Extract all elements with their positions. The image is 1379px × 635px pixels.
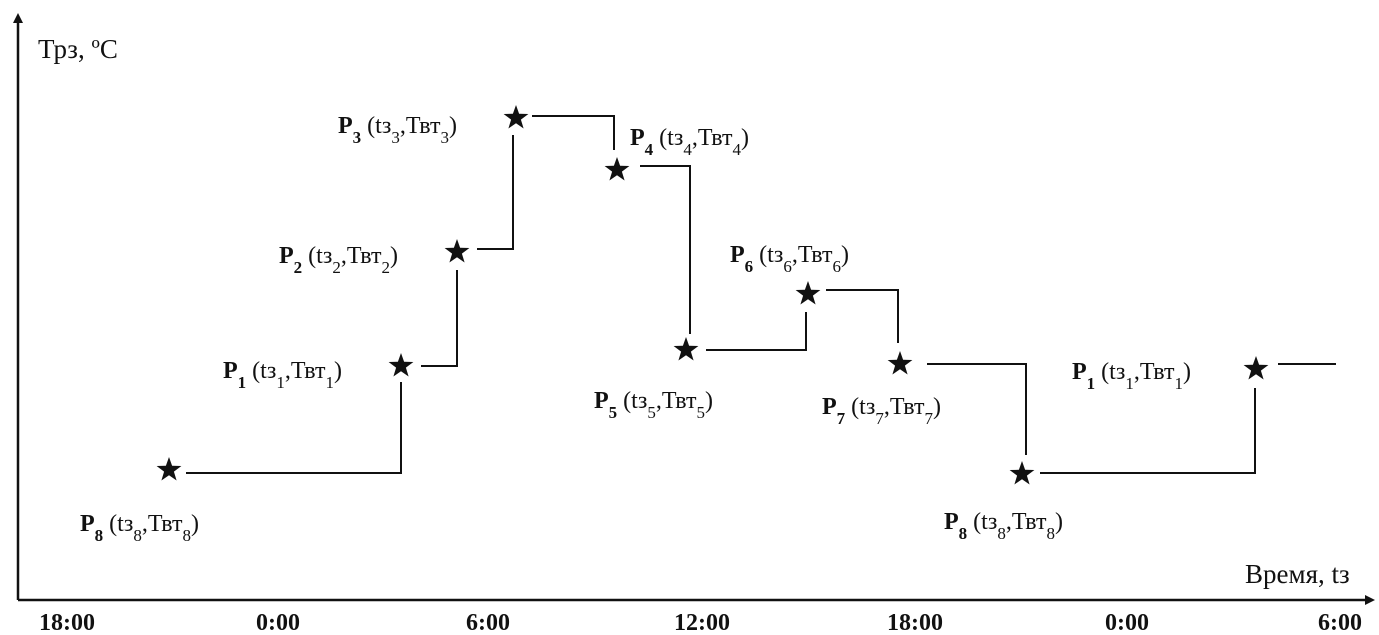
segment-p1-p2 [421,270,458,367]
star-icon [604,157,630,181]
star-icon [156,457,182,481]
point-label-p5: P5 (tз5,Твт5) [594,388,713,422]
x-tick-label: 6:00 [1318,610,1362,635]
point-label-p6: P6 (tз6,Твт6) [730,242,849,276]
segment-p5-p6 [706,312,807,351]
segment-p7-p8 [927,363,1027,455]
star-icon [673,337,699,361]
star-icon [887,351,913,375]
x-tick-labels: 18:00 0:00 6:00 12:00 18:00 0:00 6:00 [39,610,1362,635]
point-markers [156,105,1269,485]
segment-p3-p4 [532,115,615,150]
star-icon [1243,356,1269,380]
x-tick-label: 0:00 [256,610,300,635]
point-label-p1b: P1 (tз1,Твт1) [1072,359,1191,393]
star-icon [388,353,414,377]
point-label-p7: P7 (tз7,Твт7) [822,394,941,428]
star-icon [795,281,821,305]
star-icon [444,239,470,263]
x-tick-label: 12:00 [674,610,730,635]
segment-p2-p3 [477,135,514,250]
y-axis-label: Трз, ºС [38,34,118,64]
x-axis-label: Время, tз [1245,559,1350,589]
point-label-p8a: P8 (tз8,Твт8) [80,511,199,545]
point-label-p4: P4 (tз4,Твт4) [630,125,749,159]
point-label-p2: P2 (tз2,Твт2) [279,243,398,277]
x-tick-label: 18:00 [887,610,943,635]
segment-p4-p5 [640,165,691,334]
point-labels: P8 (tз8,Твт8) P1 (tз1,Твт1) P2 (tз2,Твт2) P… [80,113,1191,545]
star-icon [503,105,529,129]
x-tick-label: 6:00 [466,610,510,635]
star-icon [1009,461,1035,485]
segment-p8-p1 [1040,388,1256,474]
segment-p8-p1 [186,382,402,474]
x-tick-label: 18:00 [39,610,95,635]
schedule-step-line [186,115,1336,474]
point-label-p8b: P8 (tз8,Твт8) [944,509,1063,543]
point-label-p1a: P1 (tз1,Твт1) [223,358,342,392]
x-tick-label: 0:00 [1105,610,1149,635]
segment-p6-p7 [826,289,899,343]
point-label-p3: P3 (tз3,Твт3) [338,113,457,147]
